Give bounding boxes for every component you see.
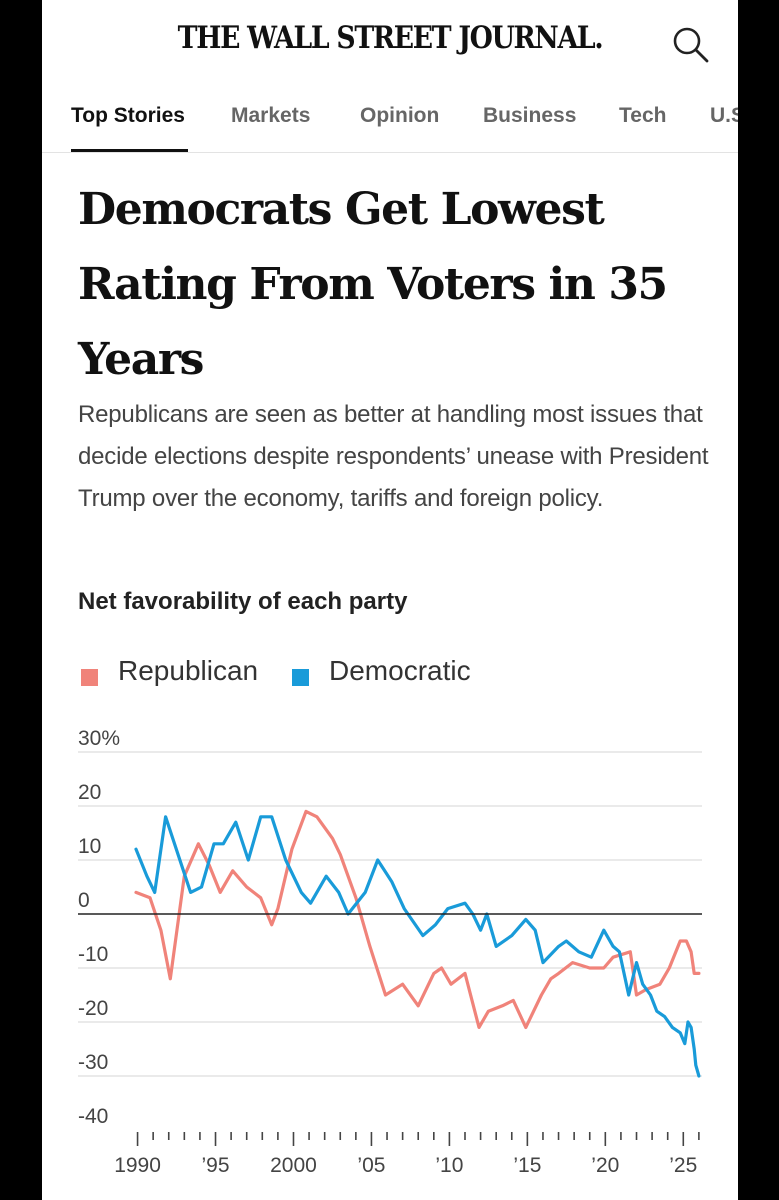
section-nav: Top Stories Markets Opinion Business Tec… bbox=[42, 86, 738, 153]
tab-opinion[interactable]: Opinion bbox=[360, 104, 440, 127]
line-chart: 30% 20 10 0 -10 -20 -30 -40 1990 ’95 2000 ’05 ’10 ’15… bbox=[78, 727, 702, 1177]
y-tick-label: 20 bbox=[78, 781, 101, 804]
legend-label-democratic: Democratic bbox=[329, 655, 471, 686]
x-tick-label: ’20 bbox=[591, 1154, 619, 1177]
tab-us[interactable]: U.S. bbox=[710, 104, 738, 127]
chart-title: Net favorability of each party bbox=[78, 588, 408, 615]
masthead: THE WALL STREET JOURNAL. bbox=[42, 0, 738, 86]
tab-markets[interactable]: Markets bbox=[231, 104, 311, 127]
active-tab-indicator bbox=[71, 149, 188, 152]
legend-swatch-democratic bbox=[292, 669, 309, 686]
tab-tech[interactable]: Tech bbox=[619, 104, 667, 127]
tab-top-stories[interactable]: Top Stories bbox=[71, 104, 185, 127]
series-line-republican bbox=[134, 809, 701, 1029]
y-tick-label: -40 bbox=[78, 1105, 108, 1128]
x-tick-label: ’10 bbox=[435, 1154, 463, 1177]
y-tick-label: 10 bbox=[78, 835, 101, 858]
y-tick-label: -30 bbox=[78, 1051, 108, 1074]
x-tick-label: 1990 bbox=[114, 1154, 161, 1177]
article-page: THE WALL STREET JOURNAL. Top Stories Mar… bbox=[42, 0, 738, 1200]
search-icon bbox=[673, 27, 709, 63]
y-tick-label: 30% bbox=[78, 727, 120, 750]
wsj-logo[interactable]: THE WALL STREET JOURNAL. bbox=[177, 20, 604, 56]
legend-label-republican: Republican bbox=[118, 655, 259, 686]
article-dek: Republicans are seen as better at handli… bbox=[78, 401, 709, 512]
legend-swatch-republican bbox=[81, 669, 98, 686]
series-line-democratic bbox=[134, 815, 701, 1078]
x-tick-label: ’25 bbox=[669, 1154, 697, 1177]
x-tick-label: ’15 bbox=[513, 1154, 541, 1177]
y-tick-label: -10 bbox=[78, 943, 108, 966]
y-tick-label: 0 bbox=[78, 889, 90, 912]
tab-business[interactable]: Business bbox=[483, 104, 577, 127]
search-button[interactable] bbox=[670, 24, 710, 64]
article-headline: Democrats Get Lowest Rating From Voters … bbox=[78, 184, 668, 385]
x-tick-label: ’95 bbox=[202, 1154, 230, 1177]
x-tick-label: ’05 bbox=[357, 1154, 385, 1177]
y-tick-label: -20 bbox=[78, 997, 108, 1020]
x-tick-label: 2000 bbox=[270, 1154, 317, 1177]
